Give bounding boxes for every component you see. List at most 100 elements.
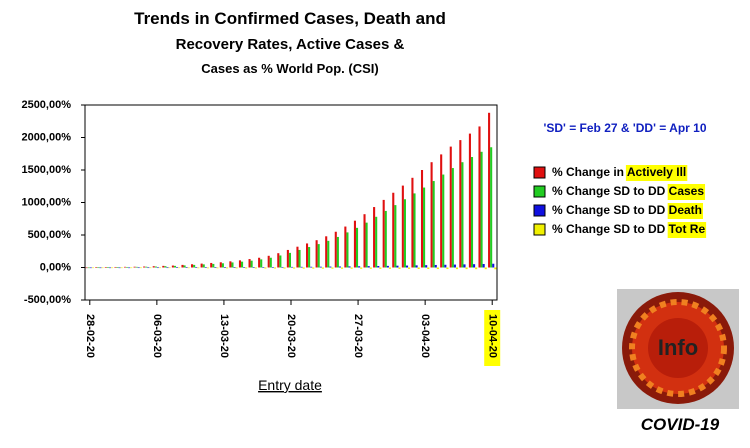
bar — [386, 265, 389, 268]
bar — [212, 263, 215, 268]
bar — [358, 266, 361, 268]
y-tick-label: 2500,00% — [21, 99, 71, 111]
bar — [133, 266, 136, 268]
bar — [377, 266, 380, 268]
chart-subtitle: Cases as % World Pop. (CSI) — [201, 61, 378, 76]
bar — [423, 187, 426, 268]
bar — [321, 267, 324, 269]
bar — [427, 267, 430, 269]
bar — [262, 267, 265, 268]
image-caption: COVID-19 — [641, 415, 720, 434]
bar — [183, 265, 186, 268]
bar — [475, 267, 478, 270]
bar — [325, 236, 328, 268]
bar — [401, 185, 404, 268]
bar — [273, 267, 277, 269]
bar — [453, 264, 456, 268]
bar — [346, 232, 349, 268]
bar — [139, 267, 142, 269]
bar — [327, 240, 330, 268]
bar — [235, 267, 238, 269]
x-tick-label: 13-03-20 — [218, 314, 230, 358]
bar — [350, 267, 353, 269]
bar — [118, 267, 121, 269]
bar — [171, 265, 174, 268]
legend-swatch — [533, 204, 546, 217]
legend-swatch — [533, 166, 546, 179]
bar — [408, 267, 411, 269]
bar — [365, 222, 368, 268]
bar — [195, 267, 198, 268]
bar — [451, 168, 454, 268]
bar — [279, 255, 282, 268]
bar — [283, 267, 286, 269]
x-tick-label: 06-03-20 — [151, 314, 163, 358]
bar — [187, 267, 190, 269]
bar — [488, 112, 491, 268]
bar — [254, 267, 257, 269]
bar — [101, 267, 104, 269]
bar — [398, 267, 401, 269]
bar — [430, 162, 433, 268]
bar — [269, 257, 272, 268]
bar — [312, 267, 315, 269]
bar — [455, 267, 459, 270]
bar — [99, 267, 102, 269]
bar — [238, 260, 242, 268]
bar — [355, 227, 359, 268]
bar — [162, 265, 165, 268]
bar — [331, 267, 334, 269]
bar — [348, 266, 351, 268]
bar — [403, 199, 406, 268]
bar — [344, 226, 347, 268]
bar — [411, 177, 414, 268]
bar — [106, 267, 109, 268]
bar — [353, 220, 356, 268]
bar — [449, 146, 452, 268]
bar — [145, 266, 148, 268]
bar — [446, 267, 449, 270]
chart-subtitle: Recovery Rates, Active Cases & — [176, 36, 405, 53]
bar — [114, 266, 117, 268]
bar — [442, 174, 445, 268]
bar — [152, 266, 155, 268]
bar — [135, 266, 138, 268]
bar — [226, 267, 229, 269]
x-tick-label: 20-03-20 — [285, 314, 297, 358]
bar — [245, 267, 248, 269]
legend-swatch — [533, 223, 546, 236]
bar — [317, 244, 320, 268]
legend-highlight — [667, 203, 704, 219]
x-axis-label: Entry date — [258, 377, 322, 393]
y-tick-label: 0,00% — [40, 261, 71, 273]
bar — [164, 266, 167, 268]
bar — [286, 249, 289, 268]
bar — [191, 264, 194, 268]
bar — [214, 267, 217, 268]
bar — [233, 267, 236, 268]
bar — [252, 267, 255, 268]
bar — [130, 267, 133, 269]
bar — [137, 267, 140, 269]
bar — [300, 266, 303, 268]
bar — [156, 267, 159, 269]
bar — [420, 170, 424, 268]
bar — [415, 265, 418, 268]
bar — [375, 216, 378, 268]
x-tick-label: 28-02-20 — [84, 314, 96, 358]
bar — [243, 267, 246, 268]
bar — [480, 151, 483, 268]
bar — [373, 207, 376, 268]
y-tick-label: 500,00% — [28, 229, 72, 241]
bar — [85, 267, 88, 269]
bar — [204, 267, 207, 268]
bar — [154, 266, 157, 268]
bar — [315, 240, 318, 268]
bar — [158, 267, 162, 269]
bar — [405, 265, 409, 268]
annotation: 'SD' = Feb 27 & 'DD' = Apr 10 — [543, 121, 706, 135]
bar — [298, 249, 301, 268]
bar — [120, 267, 123, 269]
legend-highlight — [667, 222, 707, 238]
